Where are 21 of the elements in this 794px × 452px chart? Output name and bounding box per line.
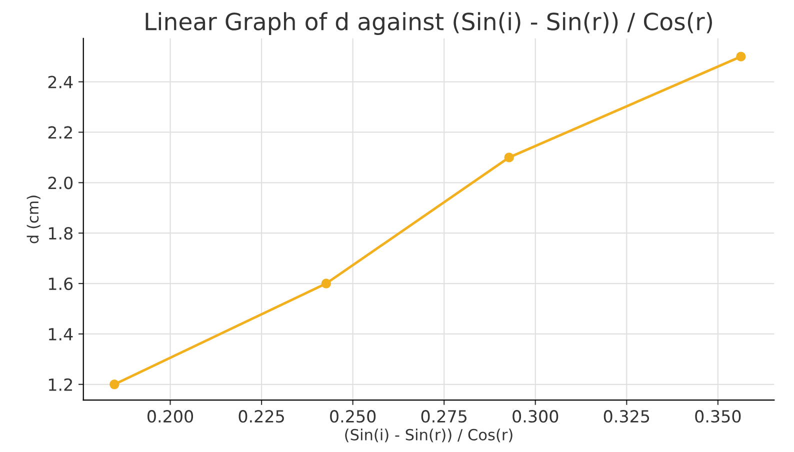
x-tick-label: 0.300: [512, 410, 558, 423]
x-tick-label: 0.250: [330, 410, 376, 423]
x-tick-label: 0.325: [604, 410, 650, 423]
y-tick-label: 2.4: [48, 76, 73, 88]
y-tick-label: 2.0: [48, 176, 73, 190]
x-tick-label: 0.200: [148, 410, 194, 423]
chart-title: Linear Graph of d against (Sin(i) - Sin(r)) / Cos(r): [146, 12, 712, 35]
point: [110, 380, 120, 390]
y-tick-label: 1.6: [48, 277, 73, 290]
point: [321, 278, 332, 288]
y-tick-label: 2.2: [48, 126, 72, 139]
x-axis-title: (Sin(i) - Sin(r)) / Cos(r): [345, 428, 512, 442]
point: [504, 152, 514, 162]
y-axis-title: d (cm): [26, 196, 40, 244]
y-tick-label: 1.2: [48, 378, 72, 391]
y-tick-label: 1.4: [48, 328, 73, 340]
x-tick-label: 0.350: [695, 410, 741, 423]
point: [736, 52, 746, 62]
y-tick-label: 1.8: [48, 227, 73, 240]
x-tick-label: 0.275: [421, 410, 466, 423]
x-tick-label: 0.225: [238, 410, 284, 423]
